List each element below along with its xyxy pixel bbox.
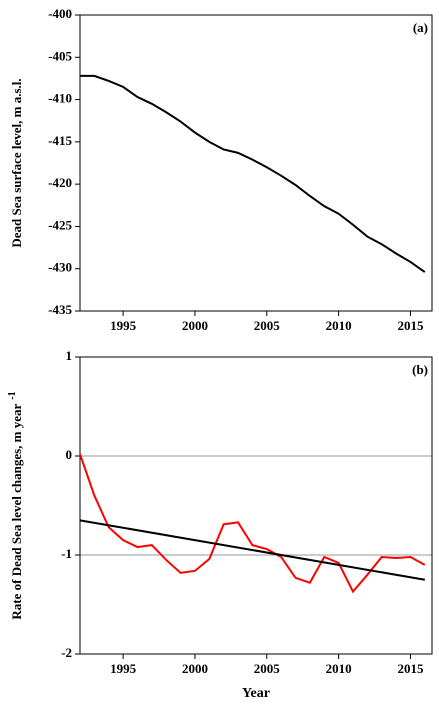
x-tick-label: 2000 xyxy=(182,318,208,333)
data-line xyxy=(79,453,426,594)
y-axis-label-text: Rate of Dead Sea level changes, m year xyxy=(9,403,24,619)
y-tick-label: -1 xyxy=(61,546,72,561)
y-tick-label: 1 xyxy=(66,348,73,363)
y-tick-label: -400 xyxy=(48,6,72,21)
x-tick-label: 2010 xyxy=(326,661,352,676)
y-tick-label: -415 xyxy=(48,133,72,148)
data-line xyxy=(79,519,425,581)
y-tick-label: -410 xyxy=(48,91,72,106)
y-axis-label: Rate of Dead Sea level changes, m year -1 xyxy=(7,391,24,619)
x-tick-label: 2005 xyxy=(254,661,281,676)
panel-label: (a) xyxy=(413,20,428,35)
y-tick-label: -405 xyxy=(48,48,72,63)
y-tick-label: -430 xyxy=(48,260,72,275)
y-tick-label: -420 xyxy=(48,175,72,190)
y-axis-label: Dead Sea surface level, m a.s.l. xyxy=(9,78,24,247)
plot-frame xyxy=(79,14,433,312)
y-tick-label: 0 xyxy=(66,447,73,462)
x-tick-label: 2005 xyxy=(254,318,281,333)
x-tick-label: 2015 xyxy=(397,318,424,333)
x-axis-label: Year xyxy=(242,686,270,701)
x-tick-label: 2000 xyxy=(182,661,208,676)
plot-frame xyxy=(79,356,433,655)
x-tick-label: 1995 xyxy=(110,318,137,333)
data-line xyxy=(80,74,426,273)
x-tick-label: 2015 xyxy=(397,661,424,676)
x-tick-label: 1995 xyxy=(110,661,137,676)
panel-label: (b) xyxy=(412,362,428,377)
y-axis-label-text: Dead Sea surface level, m a.s.l. xyxy=(9,78,24,247)
y-tick-label: -2 xyxy=(61,645,72,660)
y-tick-label: -425 xyxy=(48,217,72,232)
y-tick-label: -435 xyxy=(48,302,72,317)
y-axis-label-superscript: -1 xyxy=(7,391,18,399)
x-tick-label: 2010 xyxy=(326,318,352,333)
